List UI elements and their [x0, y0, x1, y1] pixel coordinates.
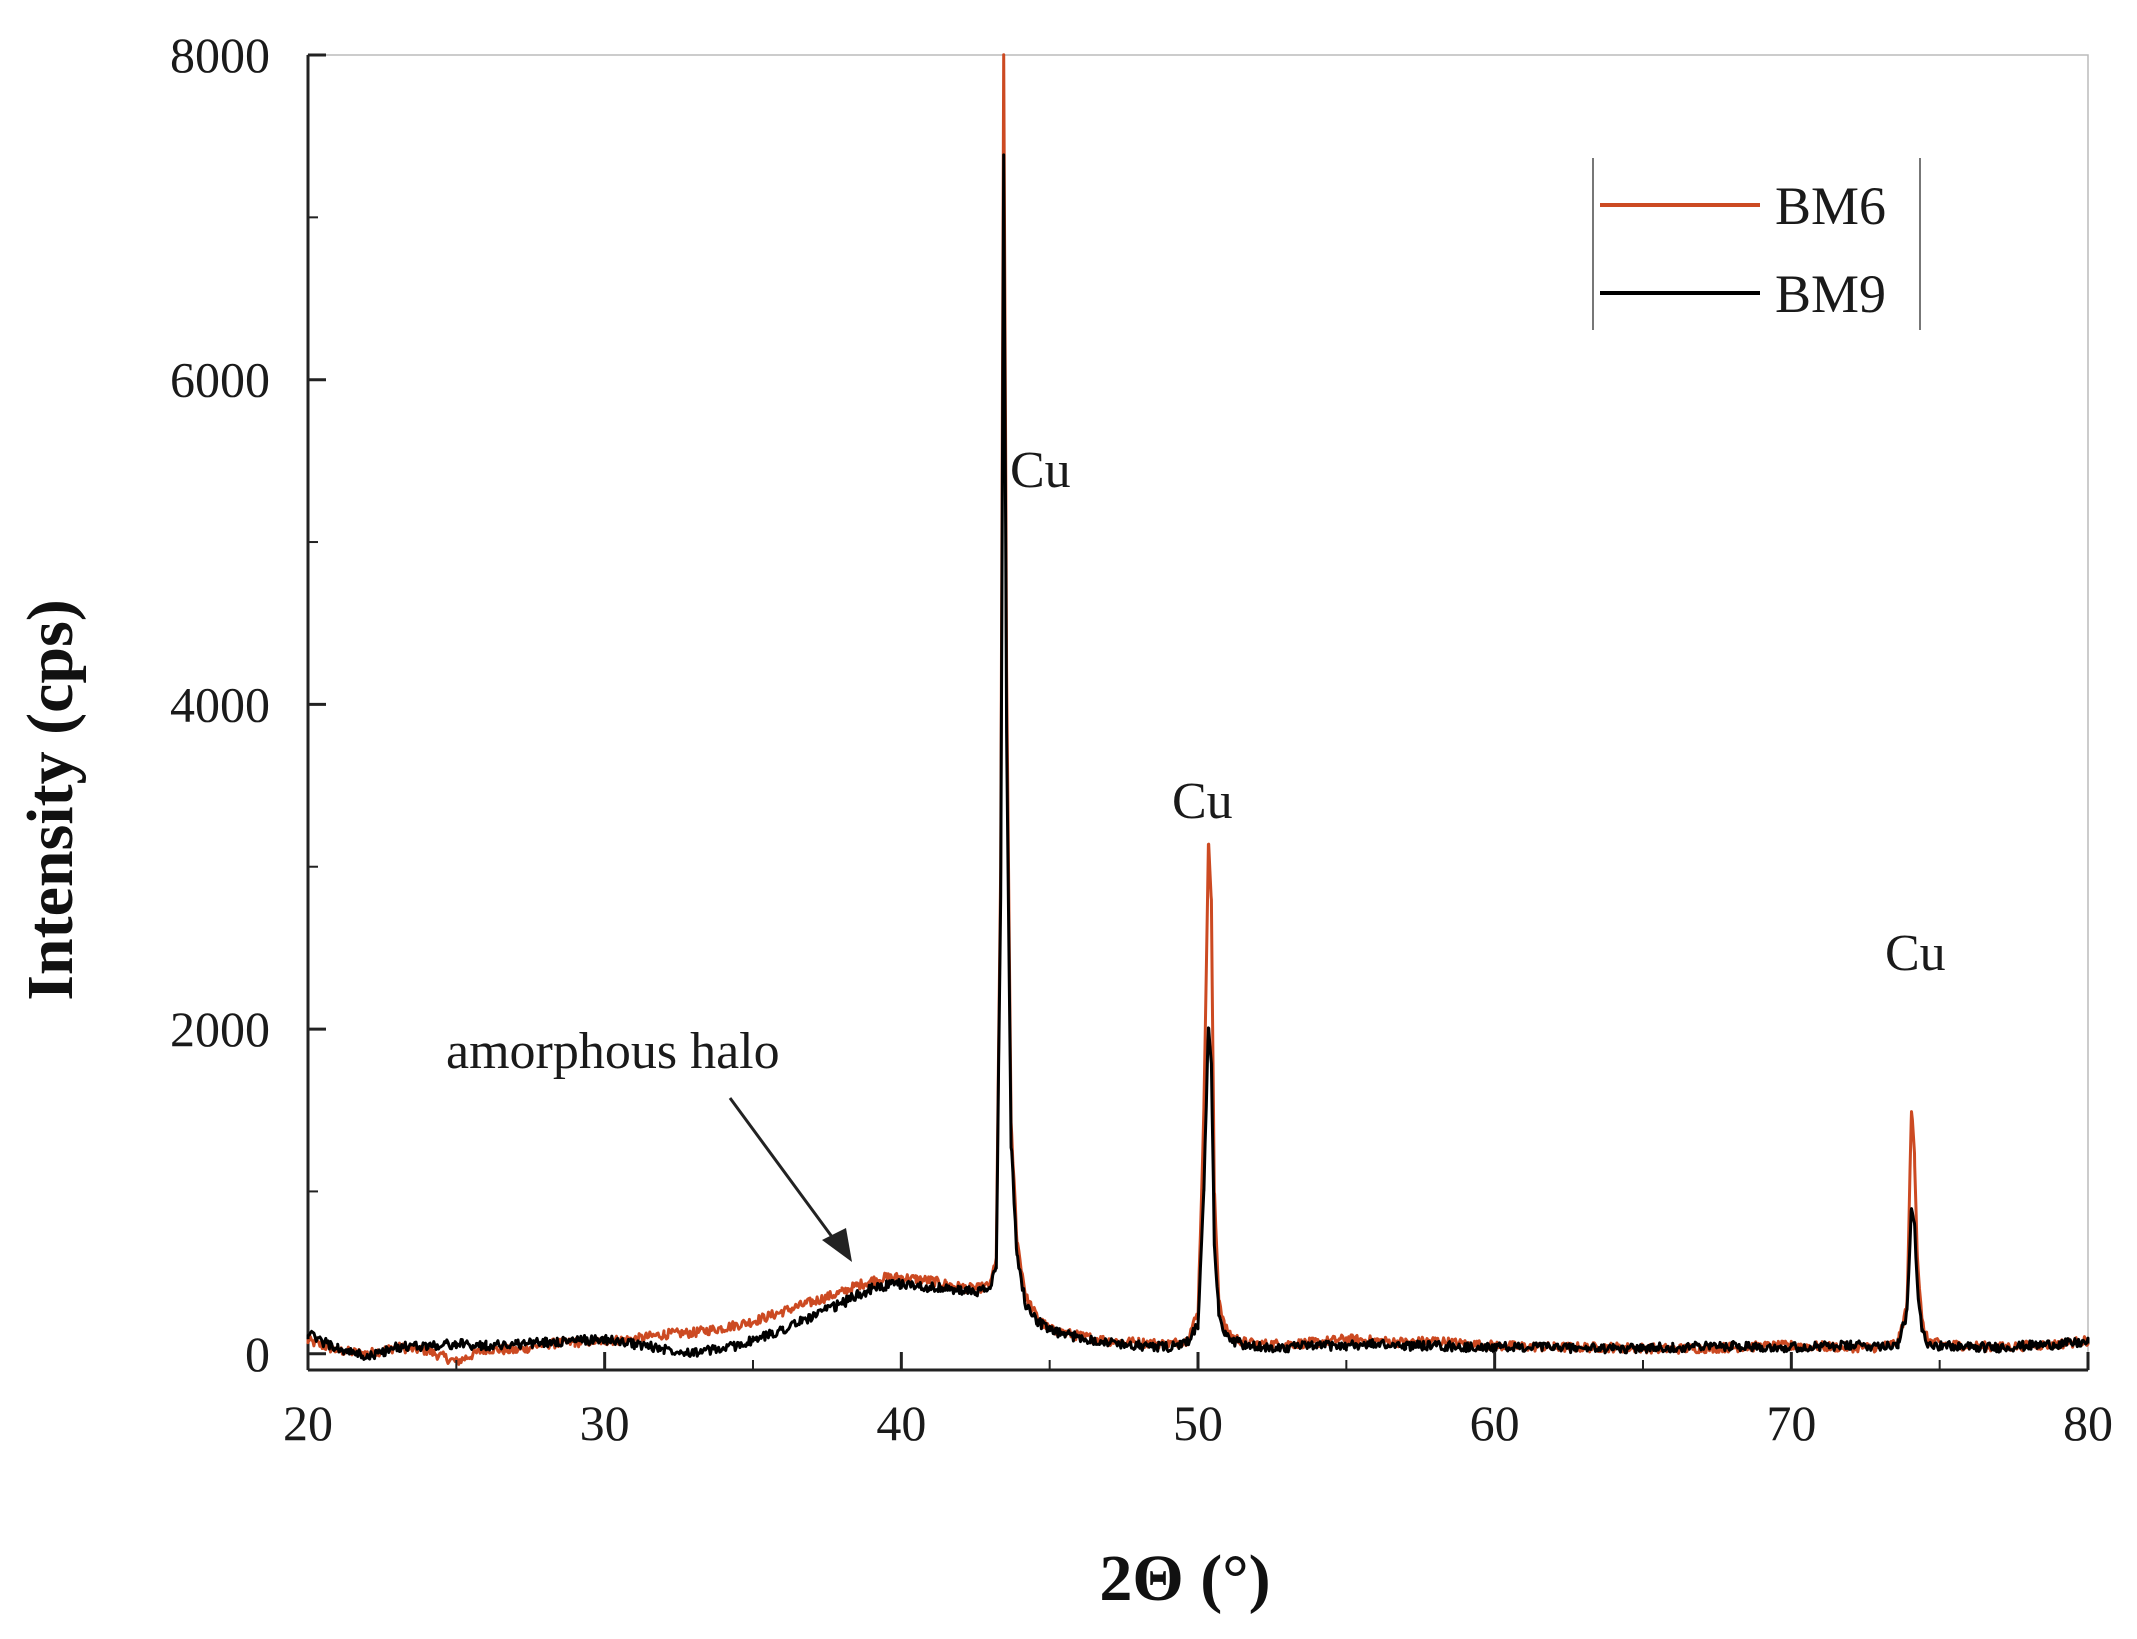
plot-frame [306, 54, 2089, 1372]
x-tick-label: 50 [1173, 1395, 1223, 1451]
annotation-amorphous-halo: amorphous halo [446, 1023, 780, 1080]
y-tick-label: 6000 [170, 352, 270, 408]
y-tick-label: 2000 [170, 1001, 270, 1057]
plot-border [307, 54, 2089, 1371]
x-tick-label: 20 [283, 1395, 333, 1451]
legend-label-bm6: BM6 [1775, 176, 1886, 236]
legend-label-bm9: BM9 [1775, 264, 1886, 324]
x-tick-label: 30 [580, 1395, 630, 1451]
x-tick-label: 40 [876, 1395, 926, 1451]
series-line-bm9 [306, 153, 2090, 1361]
annotation-cu-1: Cu [1010, 442, 1071, 499]
series-layer [306, 53, 2090, 1366]
annotation-arrow-head [822, 1228, 852, 1262]
x-tick-label: 70 [1766, 1395, 1816, 1451]
y-tick-label: 0 [245, 1326, 270, 1382]
x-tick-label: 80 [2063, 1395, 2113, 1451]
x-tick-label: 60 [1470, 1395, 1520, 1451]
y-axis-title: Intensity (cps) [14, 599, 87, 1001]
series-line-bm6 [306, 53, 2090, 1366]
y-tick-label: 4000 [170, 676, 270, 732]
x-axis-title: 2Θ (°) [1099, 1542, 1270, 1615]
ticks-layer: 20 30 40 50 60 70 80 0 2000 4000 6000 8000 [170, 27, 2113, 1451]
y-tick-label: 8000 [170, 27, 270, 83]
annotation-cu-2: Cu [1172, 773, 1233, 830]
annotation-arrow-line [728, 1097, 840, 1246]
annotation-layer: amorphous halo Cu Cu Cu [446, 442, 1946, 1262]
annotation-cu-3: Cu [1885, 925, 1946, 982]
